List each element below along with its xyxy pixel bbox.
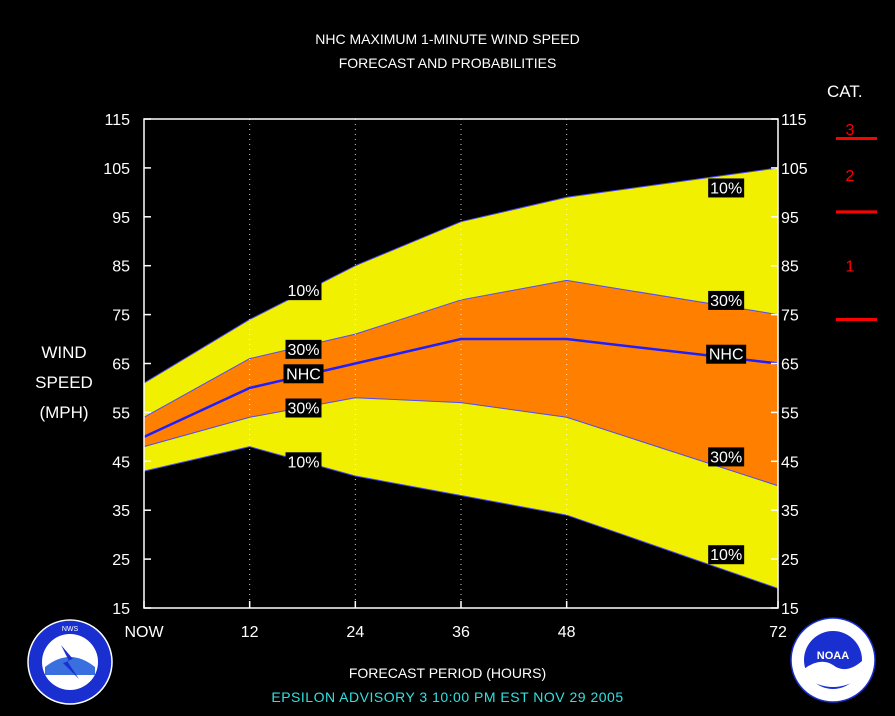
series-label-bg	[285, 281, 322, 301]
series-label-bg	[708, 447, 745, 467]
y-axis-label-line: (MPH)	[39, 403, 89, 422]
y-tick-label-right: 15	[781, 601, 799, 618]
y-tick-label-left: 25	[112, 552, 130, 569]
series-label-bg	[283, 364, 324, 384]
series-label: 10%	[710, 180, 742, 197]
x-axis-label: FORECAST PERIOD (HOURS)	[348, 665, 547, 681]
series-label: NHC	[286, 366, 321, 383]
series-label-bg	[285, 339, 322, 359]
y-tick-label-right: 45	[781, 454, 799, 471]
nhc-forecast-line	[143, 337, 779, 438]
series-label: 30%	[710, 293, 742, 310]
noaa-logo-text: NOAA	[817, 650, 849, 662]
y-tick-label-right: 75	[781, 308, 799, 325]
nws-logo-text: NWS	[62, 626, 79, 633]
line-30-lower	[143, 397, 779, 487]
line-30-upper	[143, 279, 779, 418]
category-label: 2	[846, 168, 855, 185]
series-label-bg	[708, 178, 745, 198]
series-label: 30%	[287, 342, 319, 359]
series-label: 10%	[287, 283, 319, 300]
y-tick-label-right: 95	[781, 210, 799, 227]
y-axis-label-line: WIND	[41, 343, 87, 362]
advisory-line: EPSILON ADVISORY 3 10:00 PM EST NOV 29 2…	[271, 689, 624, 705]
y-tick-label-left: 95	[112, 210, 130, 227]
series-label-bg	[708, 545, 745, 565]
category-title: CAT.	[827, 82, 863, 101]
series-label: 10%	[287, 454, 319, 471]
noaa-logo: NOAA	[790, 617, 876, 703]
y-tick-label-right: 115	[781, 112, 807, 129]
series-label-bg	[285, 452, 322, 472]
y-tick-label-right: 55	[781, 405, 799, 422]
y-tick-label-left: 75	[112, 308, 130, 325]
series-label: 30%	[287, 401, 319, 418]
x-tick-label: 36	[452, 624, 470, 641]
y-tick-label-left: 45	[112, 454, 130, 471]
chart-title-line2: FORECAST AND PROBABILITIES	[338, 55, 557, 71]
x-tick-label: 24	[346, 624, 364, 641]
nws-logo: NWS	[27, 619, 113, 705]
y-tick-label-left: 65	[112, 357, 130, 374]
y-tick-label-left: 55	[112, 405, 130, 422]
x-tick-label: 12	[241, 624, 259, 641]
category-label: 3	[846, 122, 855, 139]
y-tick-label-right: 25	[781, 552, 799, 569]
y-tick-label-left: 35	[112, 503, 130, 520]
series-label: NHC	[709, 347, 744, 364]
category-label: 1	[846, 259, 855, 276]
y-tick-label-left: 115	[104, 112, 130, 129]
x-tick-label: NOW	[124, 624, 164, 641]
y-axis-label-line: SPEED	[35, 373, 93, 392]
y-tick-label-right: 105	[781, 161, 808, 178]
y-tick-label-right: 85	[781, 259, 799, 276]
line-10-lower	[143, 446, 779, 589]
x-tick-label: 48	[558, 624, 576, 641]
y-tick-label-left: 105	[103, 161, 130, 178]
series-label-bg	[285, 398, 322, 418]
line-10-upper	[143, 167, 779, 384]
series-label-bg	[706, 344, 747, 364]
series-label: 30%	[710, 449, 742, 466]
y-tick-label-left: 85	[112, 259, 130, 276]
y-axis-label: WIND SPEED (MPH)	[20, 338, 108, 428]
chart-title-line1: NHC MAXIMUM 1-MINUTE WIND SPEED	[315, 31, 580, 47]
series-label-bg	[708, 290, 745, 310]
x-tick-label: 72	[769, 624, 787, 641]
y-tick-label-right: 65	[781, 357, 799, 374]
series-label: 10%	[710, 547, 742, 564]
y-tick-label-left: 15	[112, 601, 130, 618]
y-tick-label-right: 35	[781, 503, 799, 520]
